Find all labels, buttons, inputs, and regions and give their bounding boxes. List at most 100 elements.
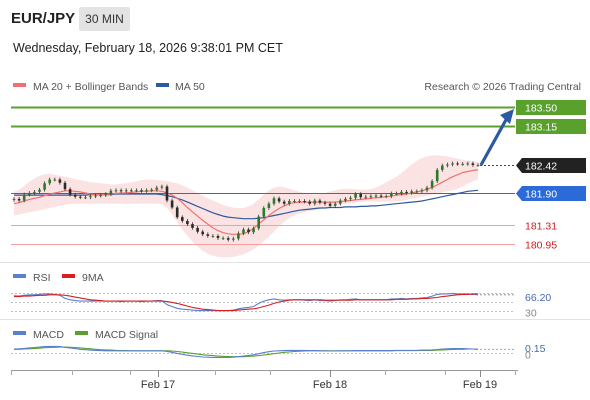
candle-body (206, 234, 210, 236)
ma50-legend-swatch (156, 83, 169, 87)
candle-body (466, 163, 470, 165)
rsi-level-label: 30 (525, 308, 537, 320)
candle-body (364, 196, 368, 198)
candle-body (344, 198, 347, 201)
candle-body (17, 198, 21, 201)
candle-body (48, 179, 51, 184)
candle-body (53, 179, 57, 181)
candle-body (196, 227, 199, 232)
candle-body (150, 189, 153, 191)
macd-signal-legend-swatch (75, 331, 88, 335)
symbol-title: EUR/JPY (11, 10, 76, 27)
projection-arrow (479, 109, 514, 166)
candle-body (211, 235, 215, 237)
candle-body (237, 233, 240, 239)
candle-body (441, 165, 444, 170)
x-tick-label: Feb 19 (463, 379, 497, 391)
candle-body (339, 200, 342, 204)
ma20-line (13, 169, 479, 235)
candle-body (390, 193, 393, 197)
candle-body (395, 193, 398, 195)
candle-body (451, 163, 454, 165)
candle-body (186, 220, 189, 225)
candle-body (333, 203, 337, 206)
candle-body (461, 163, 464, 165)
candle-body (456, 163, 459, 165)
last-price-label: 182.42 (525, 161, 557, 173)
candle-body (124, 190, 128, 192)
candle-body (43, 183, 46, 190)
candle-body (170, 200, 174, 208)
macd-signal-legend-label: MACD Signal (95, 329, 158, 341)
candle-body (374, 195, 378, 197)
candle-body (135, 190, 138, 192)
macd-zero-label: 0 (525, 350, 531, 362)
candle-body (33, 191, 36, 193)
candle-body (282, 201, 286, 204)
candle-body (384, 196, 388, 198)
candle-body (221, 238, 225, 240)
projection-arrow-line (479, 117, 509, 166)
candle-body (410, 191, 413, 193)
resistance-label: 183.15 (525, 122, 557, 134)
candle-body (349, 197, 352, 199)
candle-body (226, 238, 230, 240)
candle-body (354, 194, 357, 198)
macd-legend-swatch (13, 331, 26, 335)
candle-body (22, 194, 26, 201)
candle-body (160, 186, 164, 188)
candle-body (471, 163, 475, 165)
candle-body (12, 198, 16, 200)
copyright-text: Research © 2026 Trading Central (424, 81, 581, 93)
candle-body (318, 200, 322, 203)
resistance-label-box (516, 119, 586, 134)
x-tick-label: Feb 18 (313, 379, 347, 391)
candle-body (79, 196, 82, 198)
rsi-line (13, 292, 479, 312)
candle-body (288, 201, 291, 204)
candle-body (130, 190, 133, 192)
rsi-ma-line (14, 293, 478, 312)
last-price-label-box (516, 158, 586, 173)
rsi-ma-legend-swatch (62, 274, 75, 278)
chart-header: EUR/JPY 30 MIN Wednesday, February 18, 2… (0, 0, 590, 70)
candle-body (68, 189, 72, 195)
candles (12, 161, 480, 242)
interval-badge[interactable]: 30 MIN (79, 7, 130, 31)
candle-body (272, 198, 276, 204)
ma20-legend-label: MA 20 + Bollinger Bands (33, 81, 148, 93)
macd-line (13, 345, 479, 358)
macd-legend-label: MACD (33, 329, 64, 341)
candle-body (58, 179, 62, 183)
macd-pane: 00.15 (11, 343, 546, 362)
rsi-pane: 30 66.20 (11, 292, 551, 320)
moving-averages (13, 169, 479, 235)
rsi-legend-label: RSI (33, 272, 51, 284)
candle-body (313, 200, 317, 204)
candle-body (308, 201, 311, 204)
candle-body (191, 224, 194, 228)
ma20-legend-swatch (13, 83, 26, 87)
ma50-legend-label: MA 50 (175, 81, 205, 93)
support-label: 181.31 (525, 221, 557, 233)
candle-body (267, 203, 271, 208)
candle-body (476, 165, 480, 166)
candle-body (420, 190, 424, 192)
candle-body (435, 169, 439, 182)
rsi-ma-legend-label: 9MA (82, 272, 104, 284)
candle-body (379, 195, 383, 197)
candle-body (89, 196, 92, 198)
candle-body (247, 229, 250, 233)
candle-body (293, 201, 296, 202)
candle-body (252, 228, 255, 233)
candle-body (84, 197, 87, 199)
candle-body (165, 186, 169, 201)
candle-body (99, 195, 102, 197)
projection-arrow-head (500, 109, 514, 124)
price-level-labels: 183.50 183.15 182.42 181.90 181.31 180.95 (516, 100, 586, 252)
candle-body (369, 196, 373, 198)
candle-body (155, 187, 159, 190)
candle-body (73, 194, 77, 197)
x-axis: Feb 17 Feb 18 Feb 19 (11, 370, 516, 391)
